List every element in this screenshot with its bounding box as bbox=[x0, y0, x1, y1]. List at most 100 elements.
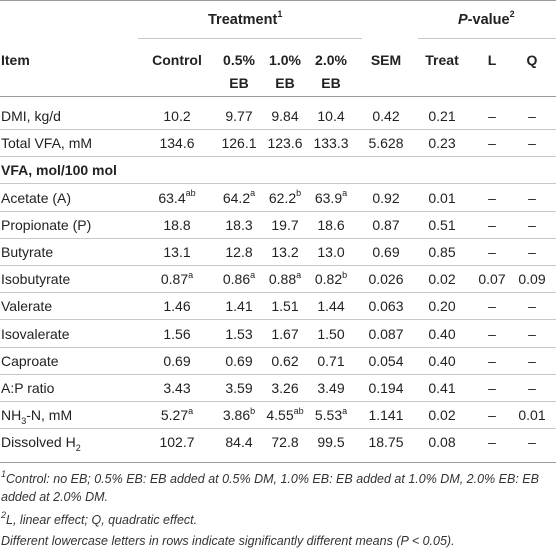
table-cell: 1.53 bbox=[225, 325, 253, 342]
table-cell: 5.628 bbox=[368, 135, 404, 152]
table-cell: 0.92 bbox=[372, 189, 400, 206]
row-label: DMI, kg/d bbox=[1, 108, 61, 124]
column-header-3: 2.0% EB bbox=[315, 52, 347, 91]
table-cell: 0.69 bbox=[372, 244, 400, 260]
row-label: Isovalerate bbox=[1, 325, 70, 342]
table-cell: 3.49 bbox=[317, 380, 345, 396]
table-cell: 0.51 bbox=[428, 216, 456, 233]
table-cell: 3.86b bbox=[222, 405, 256, 424]
table-cell: – bbox=[488, 407, 496, 424]
table-cell: 0.01 bbox=[428, 189, 456, 206]
table-cell: 0.71 bbox=[317, 352, 345, 369]
table-cell: 0.41 bbox=[428, 380, 456, 396]
column-header-7: Q bbox=[526, 52, 538, 68]
table-cell: 133.3 bbox=[313, 135, 349, 152]
pvalue-group-rule bbox=[418, 38, 556, 39]
column-header-2: 1.0% EB bbox=[269, 52, 301, 91]
table-cell: 1.51 bbox=[271, 298, 299, 315]
table-cell: 1.46 bbox=[163, 298, 191, 315]
table-cell: 10.4 bbox=[317, 108, 345, 124]
table-cell: 1.50 bbox=[317, 325, 345, 342]
table-cell: 13.2 bbox=[271, 244, 299, 260]
table-cell: 5.27a bbox=[160, 405, 194, 424]
table-cell: 0.01 bbox=[518, 407, 546, 424]
row-separator bbox=[0, 292, 556, 294]
table-top-rule bbox=[0, 0, 556, 1]
table-cell: – bbox=[488, 380, 496, 396]
table-cell: 9.77 bbox=[225, 108, 253, 124]
section-label: VFA, mol/100 mol bbox=[1, 162, 117, 179]
table-cell: 13.0 bbox=[317, 244, 345, 260]
table-cell: – bbox=[528, 298, 536, 315]
table-cell: – bbox=[528, 434, 536, 451]
header-bottom-rule bbox=[0, 96, 556, 97]
table-cell: – bbox=[488, 244, 496, 260]
table-cell: – bbox=[488, 108, 496, 124]
table-cell: 72.8 bbox=[271, 434, 299, 451]
column-header-6: L bbox=[487, 52, 497, 68]
table-cell: 0.20 bbox=[428, 298, 456, 315]
table-cell: 0.87 bbox=[372, 216, 400, 233]
row-label: A:P ratio bbox=[1, 380, 55, 396]
table-cell: 0.69 bbox=[163, 352, 191, 369]
table-cell: 0.87a bbox=[160, 269, 194, 288]
row-separator bbox=[0, 129, 556, 130]
row-separator bbox=[0, 156, 556, 158]
row-label: Valerate bbox=[1, 298, 53, 315]
row-separator bbox=[0, 183, 556, 185]
footnote-3: Different lowercase letters in rows indi… bbox=[1, 534, 455, 548]
table-cell: – bbox=[528, 189, 536, 206]
table-cell: 126.1 bbox=[221, 135, 257, 152]
table-cell: 63.9a bbox=[314, 187, 348, 206]
table-cell: – bbox=[488, 216, 496, 233]
table-cell: – bbox=[528, 216, 536, 233]
table-cell: 0.62 bbox=[271, 352, 299, 369]
table-cell: 0.087 bbox=[368, 325, 404, 342]
row-separator bbox=[0, 210, 556, 212]
table-cell: 18.3 bbox=[225, 216, 253, 233]
table-cell: 0.40 bbox=[428, 352, 456, 369]
table-cell: 1.56 bbox=[163, 325, 191, 342]
table-cell: 18.8 bbox=[163, 216, 191, 233]
table-cell: 0.21 bbox=[428, 108, 456, 124]
table-cell: 102.7 bbox=[159, 434, 195, 451]
table-cell: 0.063 bbox=[368, 298, 404, 315]
table-cell: 0.026 bbox=[368, 271, 404, 288]
table-cell: 0.86a bbox=[222, 269, 256, 288]
table-cell: 0.09 bbox=[518, 271, 546, 288]
row-separator bbox=[0, 346, 556, 348]
table-cell: 12.8 bbox=[225, 244, 253, 260]
row-separator bbox=[0, 373, 556, 375]
column-header-4: SEM bbox=[370, 52, 402, 68]
table-cell: – bbox=[528, 352, 536, 369]
table-cell: 3.26 bbox=[271, 380, 299, 396]
table-cell: 62.2b bbox=[268, 187, 302, 206]
table-cell: 0.07 bbox=[478, 271, 506, 288]
table-cell: 99.5 bbox=[317, 434, 345, 451]
column-header-0: Control bbox=[152, 52, 202, 68]
treatment-group-header: Treatment1 bbox=[208, 9, 283, 28]
table-cell: – bbox=[528, 244, 536, 260]
row-separator bbox=[0, 428, 556, 430]
table-cell: 0.02 bbox=[428, 407, 456, 424]
table-cell: 10.2 bbox=[163, 108, 191, 124]
table-cell: – bbox=[528, 325, 536, 342]
footnote-2: 2L, linear effect; Q, quadratic effect. bbox=[1, 509, 198, 527]
table-cell: 0.23 bbox=[428, 135, 456, 152]
table-cell: 3.59 bbox=[225, 380, 253, 396]
table-cell: 0.08 bbox=[428, 434, 456, 451]
row-separator bbox=[0, 237, 556, 239]
item-column-header: Item bbox=[1, 52, 30, 68]
table-cell: 0.88a bbox=[268, 269, 302, 288]
table-cell: – bbox=[488, 352, 496, 369]
row-label: Butyrate bbox=[1, 244, 54, 260]
table-cell: 0.02 bbox=[428, 271, 456, 288]
table-cell: 1.67 bbox=[271, 325, 299, 342]
table-cell: 13.1 bbox=[163, 244, 191, 260]
row-label: Caproate bbox=[1, 352, 59, 369]
table-cell: 0.69 bbox=[225, 352, 253, 369]
table-cell: – bbox=[528, 380, 536, 396]
table-cell: 4.55ab bbox=[266, 405, 304, 424]
table-cell: – bbox=[488, 434, 496, 451]
row-label: Propionate (P) bbox=[1, 216, 92, 233]
